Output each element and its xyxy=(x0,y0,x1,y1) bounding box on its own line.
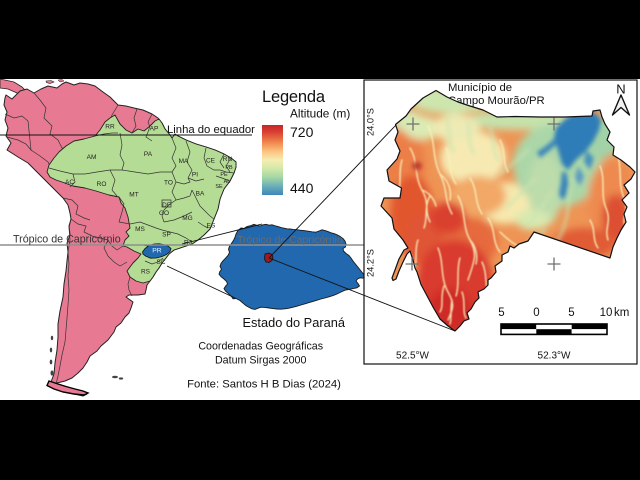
svg-text:24.0°S: 24.0°S xyxy=(366,108,376,136)
svg-text:52.5°W: 52.5°W xyxy=(396,351,429,362)
svg-text:PE: PE xyxy=(220,172,228,178)
svg-text:SE: SE xyxy=(215,184,223,190)
svg-text:Trópico de Capricórnio: Trópico de Capricórnio xyxy=(237,234,343,246)
svg-text:MT: MT xyxy=(129,192,138,199)
svg-text:Campo Mourão/PR: Campo Mourão/PR xyxy=(448,95,545,107)
svg-text:AL: AL xyxy=(224,179,231,185)
svg-text:DF: DF xyxy=(162,202,171,209)
svg-text:Município de: Município de xyxy=(448,82,512,94)
svg-text:MG: MG xyxy=(182,215,192,222)
svg-text:52.3°W: 52.3°W xyxy=(538,351,571,362)
svg-text:Legenda: Legenda xyxy=(262,88,326,106)
svg-text:PI: PI xyxy=(192,172,198,179)
svg-text:AC: AC xyxy=(65,179,74,186)
svg-text:RJ: RJ xyxy=(184,240,192,247)
svg-text:N: N xyxy=(616,82,625,97)
svg-text:AP: AP xyxy=(150,126,159,133)
svg-text:Coordenadas Geográficas: Coordenadas Geográficas xyxy=(198,341,323,353)
svg-text:5: 5 xyxy=(568,307,574,319)
svg-text:SP: SP xyxy=(162,232,171,239)
svg-text:24.2°S: 24.2°S xyxy=(366,249,376,277)
svg-text:GO: GO xyxy=(159,210,169,217)
svg-text:RR: RR xyxy=(105,124,115,131)
svg-text:Trópico de Capricórnio: Trópico de Capricórnio xyxy=(13,234,121,246)
svg-text:Altitude (m): Altitude (m) xyxy=(290,107,350,121)
svg-text:0: 0 xyxy=(533,307,539,319)
svg-text:440: 440 xyxy=(290,180,314,196)
svg-text:PA: PA xyxy=(144,151,153,158)
svg-text:PB: PB xyxy=(225,165,233,171)
svg-text:RS: RS xyxy=(141,269,151,276)
svg-text:ES: ES xyxy=(207,223,216,230)
svg-text:AM: AM xyxy=(87,154,97,161)
svg-text:TO: TO xyxy=(164,180,173,187)
svg-text:Datum Sirgas 2000: Datum Sirgas 2000 xyxy=(215,355,307,367)
svg-text:Linha do equador: Linha do equador xyxy=(167,124,255,136)
svg-text:SC: SC xyxy=(156,259,165,266)
svg-text:RO: RO xyxy=(97,181,107,188)
svg-text:MS: MS xyxy=(135,226,145,233)
svg-text:CE: CE xyxy=(206,158,216,165)
svg-text:Estado do Paraná: Estado do Paraná xyxy=(243,315,346,330)
svg-text:BA: BA xyxy=(196,191,205,198)
svg-text:720: 720 xyxy=(290,124,314,140)
svg-text:MA: MA xyxy=(179,158,189,165)
svg-text:Fonte: Santos H B Dias (2024): Fonte: Santos H B Dias (2024) xyxy=(187,379,341,391)
svg-text:PR: PR xyxy=(152,248,162,255)
svg-text:10: 10 xyxy=(600,307,613,319)
svg-text:RN: RN xyxy=(223,156,233,163)
svg-text:5: 5 xyxy=(498,307,504,319)
svg-text:km: km xyxy=(614,307,629,319)
